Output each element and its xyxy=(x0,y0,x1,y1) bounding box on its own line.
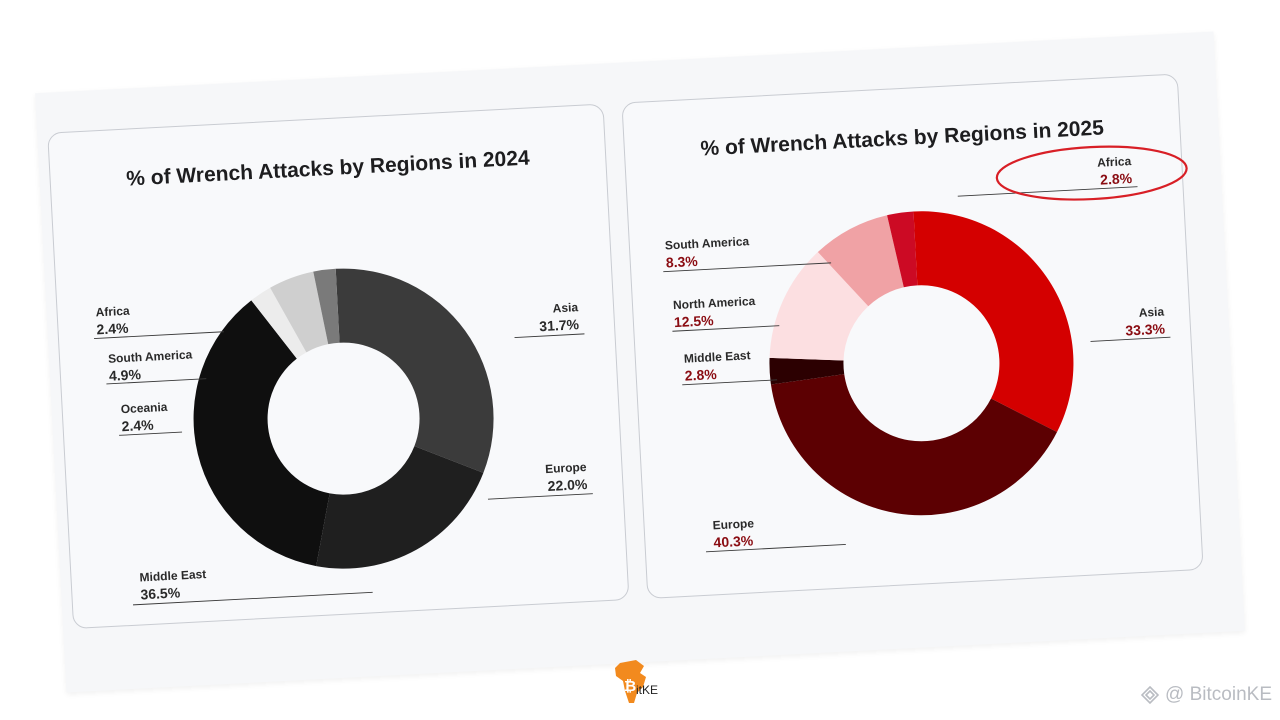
leader-line-europe xyxy=(487,493,593,500)
label-name-asia: Asia xyxy=(1138,304,1164,319)
svg-text:₿: ₿ xyxy=(624,678,636,695)
slice-middle-east xyxy=(193,300,330,567)
slice-africa xyxy=(887,211,918,288)
label-name-africa: Africa xyxy=(1097,154,1132,170)
slice-asia xyxy=(335,268,494,473)
label-name-oceania: Oceania xyxy=(120,400,168,416)
label-value-europe: 40.3% xyxy=(713,532,754,550)
slice-south-america xyxy=(270,271,329,353)
watermark-text: @ BitcoinKE xyxy=(1165,684,1272,705)
watermark: @ BitcoinKE xyxy=(1141,684,1272,706)
chart-card-2024: % of Wrench Attacks by Regions in 2024 A… xyxy=(47,103,630,630)
leader-line-middle-east xyxy=(682,379,778,386)
label-name-south-america: South America xyxy=(665,234,750,252)
label-value-asia: 31.7% xyxy=(539,316,580,334)
label-value-africa: 2.8% xyxy=(1100,170,1133,188)
slice-south-america xyxy=(817,215,904,307)
leader-line-asia xyxy=(1090,336,1171,342)
highlight-circle-africa xyxy=(995,145,1188,201)
leader-line-south-america xyxy=(106,378,207,385)
label-name-north-america: North America xyxy=(673,294,756,312)
bitke-logo-icon: ₿ xyxy=(615,660,646,703)
leader-line-europe xyxy=(706,544,846,553)
charts-sheet: % of Wrench Attacks by Regions in 2024 A… xyxy=(35,31,1245,693)
slice-oceania xyxy=(251,287,307,359)
label-name-south-america: South America xyxy=(108,347,193,365)
slice-europe xyxy=(770,374,1058,516)
logo-text: itKE xyxy=(636,683,659,697)
leader-line-south-america xyxy=(663,262,832,273)
leader-line-africa xyxy=(94,331,224,339)
chart-card-2025: % of Wrench Attacks by Regions in 2025 A… xyxy=(621,73,1204,599)
label-name-asia: Asia xyxy=(552,300,578,315)
leader-line-middle-east xyxy=(132,591,373,606)
label-value-south-america: 4.9% xyxy=(109,366,142,384)
diamond-logo-icon xyxy=(1141,686,1160,704)
label-value-africa: 2.4% xyxy=(96,320,129,338)
label-name-middle-east: Middle East xyxy=(684,348,751,365)
label-value-north-america: 12.5% xyxy=(674,312,715,330)
slice-europe xyxy=(316,446,484,569)
slice-asia xyxy=(913,211,1074,432)
label-value-middle-east: 2.8% xyxy=(684,366,717,384)
slice-north-america xyxy=(769,252,869,361)
slice-middle-east xyxy=(769,357,845,385)
label-value-oceania: 2.4% xyxy=(121,417,154,435)
label-value-south-america: 8.3% xyxy=(665,253,698,271)
leader-line-asia xyxy=(514,333,585,338)
label-name-europe: Europe xyxy=(545,460,587,476)
leader-line-oceania xyxy=(119,431,183,436)
label-value-middle-east: 36.5% xyxy=(140,584,181,602)
label-value-europe: 22.0% xyxy=(547,476,588,494)
label-value-asia: 33.3% xyxy=(1125,320,1166,338)
label-name-middle-east: Middle East xyxy=(139,567,206,584)
label-name-europe: Europe xyxy=(712,516,754,532)
leader-line-africa xyxy=(957,186,1138,197)
slice-africa xyxy=(313,268,340,345)
label-name-africa: Africa xyxy=(95,304,130,320)
leader-line-north-america xyxy=(672,325,780,332)
